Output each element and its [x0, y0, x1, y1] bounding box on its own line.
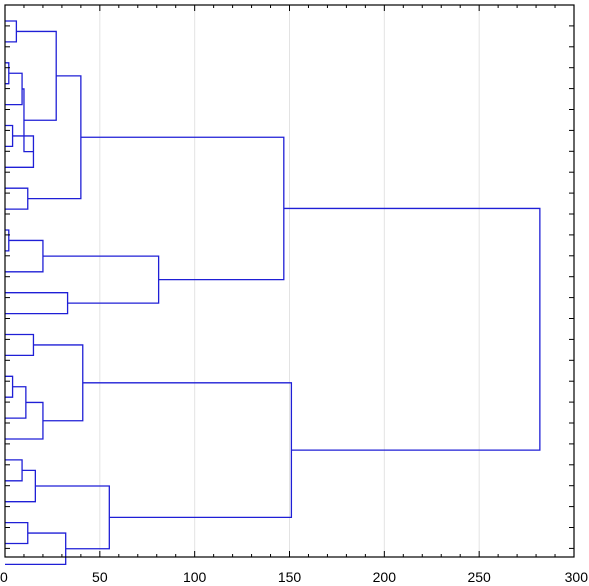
dendrogram-link-m4 — [5, 124, 14, 148]
axis-ticks — [4, 5, 575, 557]
dendrogram-link-m26 — [283, 207, 541, 451]
dendrogram-link-m25 — [82, 382, 293, 519]
x-tick-label-250: 250 — [467, 569, 491, 585]
dendrogram-link-m10 — [5, 229, 10, 252]
dendrogram-link-m9 — [27, 75, 82, 200]
dendrogram-link-m20 — [5, 459, 23, 482]
dendrogram-link-m17 — [5, 386, 27, 419]
x-tick-label-50: 50 — [92, 569, 108, 585]
dendrogram-link-m1 — [5, 20, 18, 43]
dendrogram-link-m2 — [5, 62, 10, 85]
dendrogram-links — [5, 20, 541, 566]
dendrogram-link-m11 — [5, 239, 44, 273]
gridlines — [99, 5, 480, 557]
x-tick-label-100: 100 — [183, 569, 207, 585]
dendrogram-link-m15 — [5, 333, 35, 357]
x-tick-label-150: 150 — [278, 569, 302, 585]
dendrogram-link-m19 — [33, 344, 84, 422]
dendrogram-link-m18 — [5, 401, 44, 440]
x-axis-tick-labels: 0 50 100 150 200 250 300 — [0, 569, 588, 585]
dendrogram-link-m16 — [5, 375, 14, 398]
dendrogram-link-m23 — [5, 532, 67, 566]
dendrogram-link-m13 — [42, 255, 160, 304]
dendrogram-link-m8 — [5, 187, 29, 210]
dendrogram-link-m12 — [5, 292, 69, 315]
dendrogram-link-m14 — [80, 136, 285, 281]
x-tick-label-200: 200 — [373, 569, 397, 585]
dendrogram-link-m24 — [35, 485, 110, 550]
x-tick-label-300: 300 — [565, 569, 589, 585]
x-tick-label-0: 0 — [0, 569, 8, 585]
dendrogram-link-m22 — [5, 521, 29, 545]
